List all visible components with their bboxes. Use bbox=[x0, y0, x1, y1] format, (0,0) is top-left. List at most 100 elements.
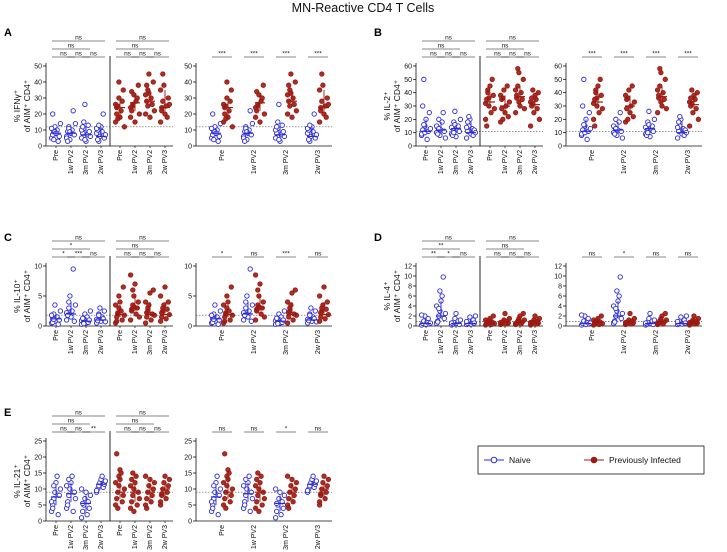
pair-naive-point bbox=[651, 116, 658, 122]
infected-point bbox=[534, 106, 540, 112]
group-axis-ytick-label: 10 bbox=[34, 264, 42, 271]
infected-point bbox=[164, 306, 170, 312]
pair-infected-point bbox=[229, 486, 236, 492]
pair-infected-point bbox=[257, 119, 263, 125]
infected-point bbox=[484, 123, 490, 129]
infected-point bbox=[120, 492, 126, 499]
infected-x-tick-label: Pre bbox=[487, 150, 494, 161]
pair-infected-point bbox=[284, 299, 291, 305]
naive-point bbox=[57, 308, 64, 314]
pair-naive-point bbox=[243, 299, 249, 305]
infected-sig: ns bbox=[494, 51, 502, 58]
naive-sig: ns bbox=[460, 251, 468, 258]
pair-infected-point bbox=[598, 313, 604, 319]
y-axis-label-line2: of AIM⁺ CD4⁺ bbox=[392, 269, 402, 322]
infected-point bbox=[159, 314, 165, 320]
infected-point bbox=[130, 287, 136, 293]
panel-B: B % IL-2⁺of AIM⁺ CD4⁺ 0 10 20 30 40 50 60 Pre 1w P… bbox=[374, 27, 702, 175]
group-axis-ytick-label: 4 bbox=[408, 304, 412, 311]
pair-infected-point bbox=[252, 272, 259, 278]
panel-label: C bbox=[4, 232, 12, 244]
pair-infected-point bbox=[689, 87, 695, 93]
pair-infected-point bbox=[223, 505, 229, 511]
infected-point bbox=[487, 83, 493, 89]
pair-infected-point bbox=[321, 473, 327, 479]
pair-naive-point bbox=[243, 476, 249, 483]
naive-x-tick-label: 2w PV3 bbox=[98, 330, 105, 354]
infected-point bbox=[142, 320, 149, 326]
pair-infected-point bbox=[290, 317, 296, 323]
pair-infected-point bbox=[261, 495, 268, 502]
pair-infected-point bbox=[228, 284, 234, 290]
group-axis-ytick-label: 0 bbox=[38, 324, 42, 331]
naive-point bbox=[97, 305, 103, 311]
pair-naive-point bbox=[650, 128, 656, 134]
pair-naive-point bbox=[646, 108, 652, 114]
infected-sig-widest: ns bbox=[139, 35, 147, 42]
infected-point bbox=[144, 314, 150, 320]
pair-infected-point bbox=[325, 476, 332, 483]
pair-naive-point bbox=[208, 125, 215, 132]
pair-sig: ns bbox=[685, 251, 693, 258]
pair-infected-point bbox=[228, 492, 234, 499]
pair-naive-point bbox=[612, 131, 618, 137]
naive-point bbox=[65, 502, 71, 508]
pair-naive-point bbox=[215, 138, 221, 144]
naive-point bbox=[451, 130, 457, 136]
pair-naive-point bbox=[272, 486, 279, 492]
pair-axis-ytick-label: 10 bbox=[554, 130, 562, 137]
pair-infected-point bbox=[322, 316, 328, 322]
naive-point bbox=[63, 483, 70, 489]
pair-infected-point bbox=[289, 114, 295, 120]
pair-infected-point bbox=[662, 310, 668, 317]
pair-infected-point bbox=[259, 502, 265, 508]
infected-point bbox=[165, 483, 171, 489]
infected-x-tick-label: Pre bbox=[487, 330, 494, 341]
naive-x-tick-label: 3m PV2 bbox=[83, 150, 90, 175]
infected-sig-widest: ns bbox=[509, 235, 517, 242]
group-axis-ytick-label: 60 bbox=[404, 64, 412, 71]
pair-infected-point bbox=[624, 106, 630, 112]
group-axis-ytick-label: 20 bbox=[34, 112, 42, 119]
infected-point bbox=[121, 486, 128, 492]
naive-x-tick-label: 1w PV2 bbox=[438, 150, 445, 174]
pair-infected-point bbox=[287, 305, 293, 311]
pair-infected-point bbox=[257, 281, 263, 287]
infected-x-tick-label: 2w PV3 bbox=[532, 330, 539, 354]
naive-point bbox=[85, 122, 91, 128]
pair-naive-point bbox=[208, 499, 215, 505]
pair-infected-point bbox=[222, 111, 228, 117]
pair-axis-ytick-label: 8 bbox=[558, 284, 562, 291]
infected-point bbox=[499, 106, 505, 112]
pair-infected-point bbox=[695, 116, 702, 122]
naive-sig-widest: ns bbox=[75, 235, 83, 242]
naive-point bbox=[436, 305, 442, 312]
pair-axis-ytick-label: 0 bbox=[188, 519, 192, 526]
pair-axis-ytick-label: 20 bbox=[554, 117, 562, 124]
infected-point bbox=[136, 495, 143, 502]
infected-point bbox=[501, 87, 507, 93]
infected-point bbox=[129, 476, 135, 483]
y-axis-label-line1: % IL-2⁺ bbox=[382, 91, 392, 121]
naive-point bbox=[80, 508, 86, 515]
pair-naive-point bbox=[616, 293, 622, 299]
pair-naive-point bbox=[276, 136, 282, 143]
pair-infected-point bbox=[292, 486, 298, 492]
pair-infected-point bbox=[291, 492, 297, 499]
infected-x-tick-label: 3m PV2 bbox=[517, 330, 524, 355]
pair-x-tick-label: 3m PV2 bbox=[283, 525, 290, 550]
group-axis-ytick-label: 15 bbox=[34, 471, 42, 478]
infected-x-tick-label: 1w PV2 bbox=[502, 330, 509, 354]
pair-axis-ytick-label: 10 bbox=[184, 128, 192, 135]
pair-sig: ns bbox=[251, 426, 259, 433]
pair-naive-point bbox=[587, 126, 594, 132]
naive-point bbox=[65, 138, 71, 144]
pair-infected-point bbox=[252, 483, 259, 489]
infected-point bbox=[115, 505, 121, 511]
naive-x-tick-label: 2w PV3 bbox=[98, 150, 105, 174]
pair-infected-point bbox=[225, 299, 231, 305]
pair-naive-point bbox=[308, 305, 314, 311]
pair-naive-point bbox=[651, 317, 658, 323]
infected-point bbox=[500, 116, 506, 122]
pair-infected-point bbox=[288, 71, 294, 77]
